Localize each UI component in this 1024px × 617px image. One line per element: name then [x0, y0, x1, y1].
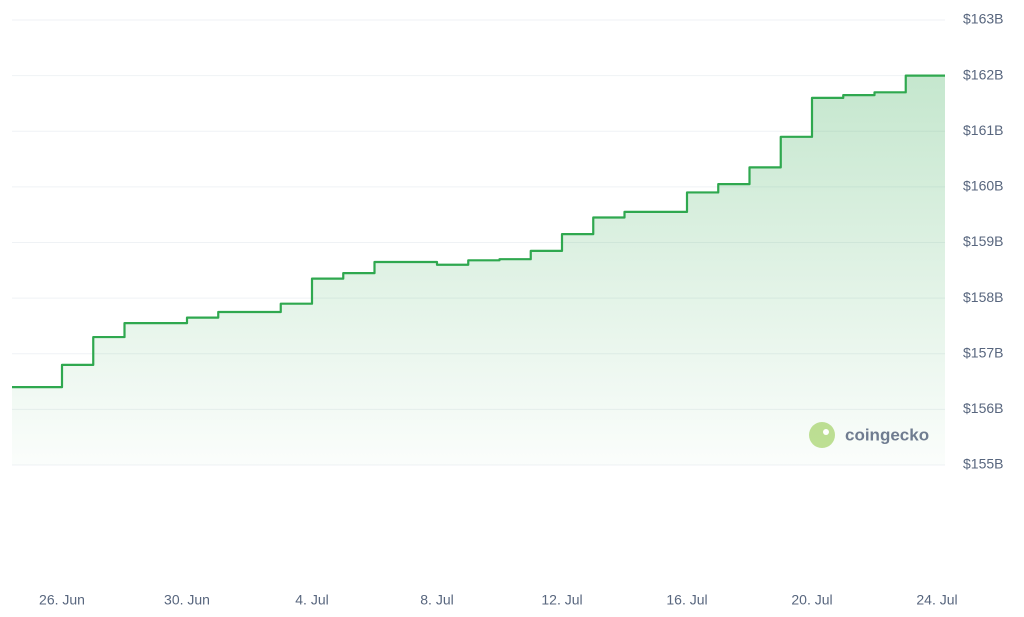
- y-tick-label: $158B: [963, 289, 1003, 305]
- area: [12, 75, 945, 465]
- y-tick-label: $159B: [963, 233, 1003, 249]
- x-tick-label: 24. Jul: [916, 592, 957, 608]
- watermark-text: coingecko: [845, 425, 929, 444]
- plot: [12, 19, 945, 466]
- watermark-logo: [809, 422, 835, 448]
- watermark-logo-eye: [823, 429, 829, 435]
- y-tick-label: $161B: [963, 122, 1003, 138]
- x-tick-label: 20. Jul: [791, 592, 832, 608]
- x-tick-label: 30. Jun: [164, 592, 210, 608]
- y-tick-label: $155B: [963, 456, 1003, 472]
- y-tick-label: $157B: [963, 344, 1003, 360]
- x-tick-label: 4. Jul: [295, 592, 328, 608]
- y-tick-label: $163B: [963, 11, 1003, 27]
- line: [12, 74, 945, 389]
- y-tick-label: $160B: [963, 178, 1003, 194]
- x-tick-label: 26. Jun: [39, 592, 85, 608]
- x-tick-label: 16. Jul: [666, 592, 707, 608]
- x-tick-label: 8. Jul: [420, 592, 453, 608]
- watermark: coingecko: [809, 422, 929, 448]
- y-tick-label: $156B: [963, 400, 1003, 416]
- x-tick-label: 12. Jul: [541, 592, 582, 608]
- y-tick-label: $162B: [963, 66, 1003, 82]
